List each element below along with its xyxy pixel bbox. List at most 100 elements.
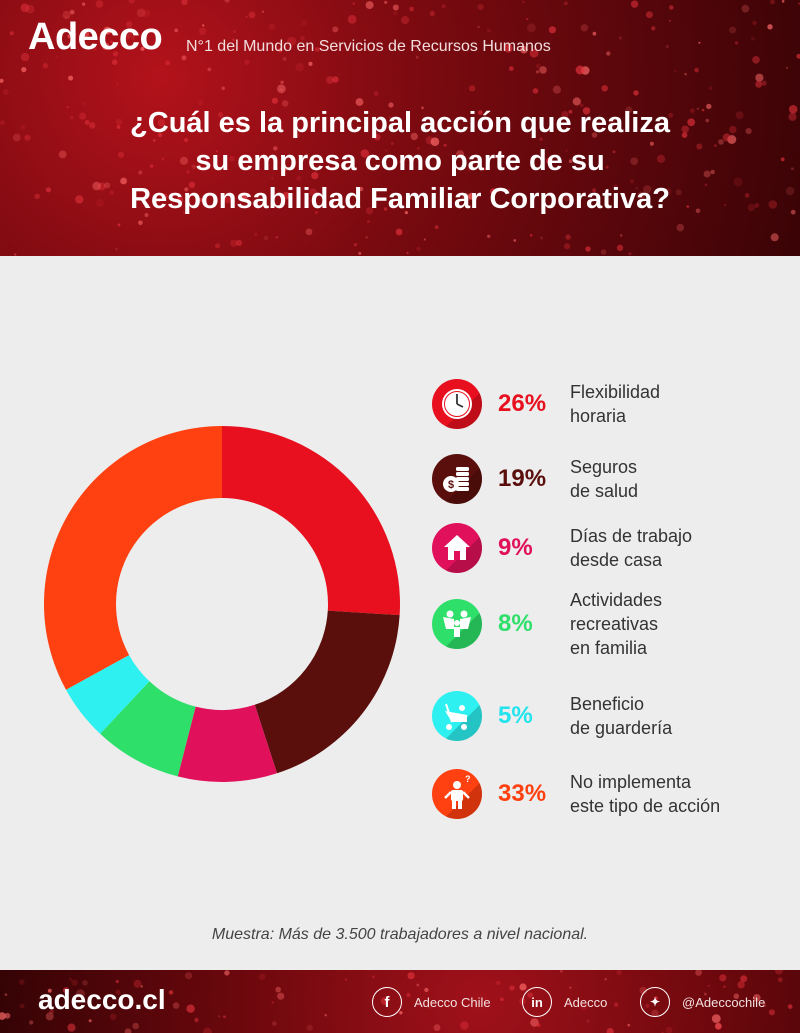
glitter-dot	[668, 19, 671, 22]
glitter-dot	[112, 51, 119, 57]
glitter-dot	[696, 107, 700, 110]
glitter-dot	[715, 1023, 722, 1030]
glitter-dot	[202, 24, 205, 27]
glitter-background	[0, 970, 793, 1033]
glitter-dot	[184, 187, 189, 192]
glitter-dot	[421, 106, 424, 110]
glitter-dot	[630, 0, 639, 8]
glitter-dot	[49, 1009, 55, 1014]
glitter-dot	[308, 61, 313, 66]
glitter-dot	[733, 177, 743, 187]
glitter-dot	[785, 186, 795, 196]
glitter-dot	[601, 85, 608, 92]
glitter-dot	[347, 14, 357, 24]
glitter-dot	[149, 164, 154, 169]
glitter-dot	[662, 126, 666, 130]
family-icon	[432, 599, 482, 649]
glitter-dot	[761, 80, 767, 86]
glitter-dot	[353, 243, 358, 247]
glitter-dot	[649, 141, 654, 146]
glitter-dot	[228, 155, 235, 162]
svg-text:$: $	[448, 479, 454, 491]
glitter-dot	[592, 31, 597, 36]
glitter-dot	[324, 1014, 327, 1017]
glitter-dot	[572, 97, 581, 106]
glitter-dot	[733, 993, 740, 999]
glitter-dot	[92, 46, 97, 51]
glitter-dot	[520, 45, 528, 54]
glitter-dot	[486, 28, 491, 33]
glitter-dot	[193, 204, 197, 208]
glitter-dot	[217, 112, 224, 118]
legend-label: Días de trabajo desde casa	[570, 524, 692, 572]
legend-item: $19% Seguros de salud	[432, 453, 638, 505]
glitter-dot	[281, 100, 289, 107]
glitter-dot	[275, 986, 282, 993]
social-linkedin[interactable]: in Adecco	[522, 987, 607, 1017]
glitter-dot	[605, 165, 609, 169]
glitter-dot	[288, 156, 292, 159]
glitter-dot	[430, 137, 440, 146]
glitter-dot	[656, 154, 666, 163]
glitter-dot	[586, 1019, 590, 1023]
glitter-dot	[539, 137, 543, 141]
glitter-dot	[750, 36, 755, 41]
glitter-dot	[536, 1023, 541, 1027]
glitter-dot	[727, 135, 737, 144]
glitter-dot	[613, 184, 618, 189]
glitter-dot	[415, 55, 419, 59]
glitter-dot	[45, 187, 52, 193]
glitter-dot	[443, 143, 447, 147]
glitter-dot	[14, 253, 17, 256]
glitter-dot	[645, 11, 653, 19]
glitter-dot	[496, 980, 501, 985]
glitter-dot	[246, 156, 249, 159]
glitter-dot	[729, 26, 737, 34]
donut-slice	[43, 426, 223, 690]
glitter-dot	[75, 195, 84, 204]
legend-label-line: Flexibilidad	[570, 382, 661, 402]
glitter-dot	[218, 1015, 221, 1018]
glitter-dot	[244, 59, 250, 65]
glitter-dot	[301, 20, 307, 27]
glitter-dot	[568, 159, 573, 163]
stroller-icon	[432, 691, 482, 741]
legend-label-line: Seguros	[570, 457, 638, 477]
legend-label-line: desde casa	[570, 550, 663, 570]
social-twitter[interactable]: ✦ @Adeccochile	[640, 987, 765, 1017]
glitter-dot	[67, 1023, 76, 1032]
glitter-dot	[69, 977, 72, 981]
glitter-dot	[165, 60, 171, 66]
glitter-dot	[768, 1009, 776, 1016]
glitter-dot	[722, 133, 731, 142]
glitter-dot	[681, 125, 689, 134]
social-facebook[interactable]: f Adecco Chile	[372, 987, 491, 1017]
website-link[interactable]: adecco.cl	[38, 984, 166, 1015]
glitter-dot	[181, 55, 187, 61]
glitter-dot	[755, 73, 764, 82]
glitter-dot	[552, 85, 562, 94]
glitter-dot	[575, 65, 585, 75]
glitter-dot	[585, 246, 591, 252]
glitter-dot	[109, 190, 115, 195]
glitter-dot	[277, 84, 286, 94]
glitter-dot	[88, 122, 96, 129]
glitter-dot	[0, 1012, 6, 1020]
glitter-dot	[68, 75, 74, 81]
glitter-dot	[454, 46, 457, 49]
glitter-dot	[221, 86, 225, 91]
glitter-dot	[320, 40, 326, 45]
glitter-dot	[563, 1, 568, 6]
glitter-dot	[401, 16, 410, 25]
glitter-dot	[690, 108, 695, 114]
glitter-dot	[529, 48, 539, 58]
glitter-dot	[579, 103, 584, 108]
legend-label-line: de salud	[570, 481, 639, 501]
glitter-dot	[708, 86, 713, 91]
glitter-dot	[424, 987, 429, 993]
legend-item: ? 33% No implementa este tipo de acción	[432, 768, 720, 820]
glitter-dot	[156, 198, 161, 202]
glitter-dot	[62, 10, 71, 20]
glitter-dot	[707, 984, 710, 988]
legend-item: 26% Flexibilidad horaria	[432, 378, 660, 430]
